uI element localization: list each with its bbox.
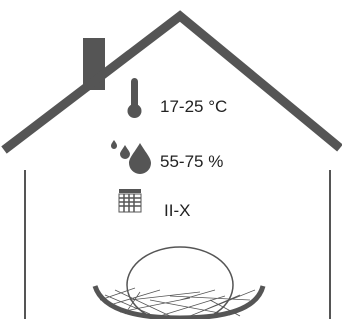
calendar-icon <box>119 189 141 212</box>
drops-icon <box>111 140 151 174</box>
thermometer-icon <box>128 78 142 118</box>
house-diagram: 17-25 °C 55-75 % II-X <box>0 0 342 319</box>
period-label: II-X <box>164 201 190 220</box>
egg <box>127 247 233 319</box>
humidity-label: 55-75 % <box>160 152 223 171</box>
temperature-label: 17-25 °C <box>160 97 227 116</box>
roof <box>4 16 340 150</box>
